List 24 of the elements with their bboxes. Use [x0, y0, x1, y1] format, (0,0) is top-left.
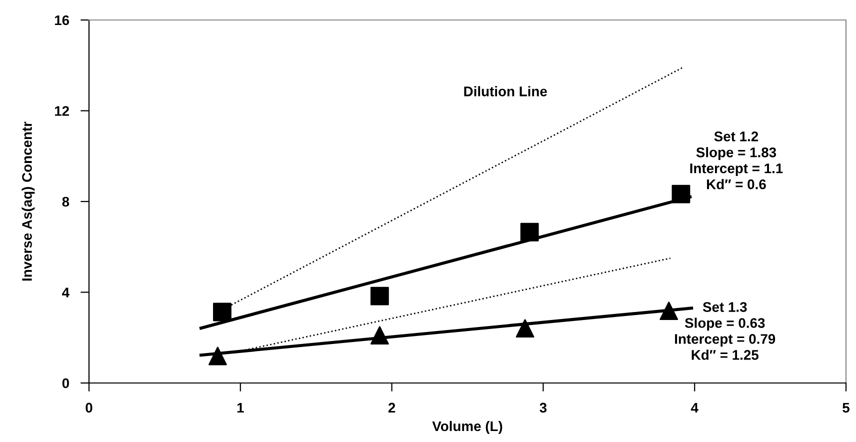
point: [672, 184, 690, 204]
annotation: Dilution Line: [464, 86, 547, 96]
x-tick-label: 3: [540, 402, 547, 413]
point: [516, 319, 534, 338]
annotation: Set 1.2 Slope = 1.83 Intercept = 1.1 Kd″ = 0.6: [690, 132, 783, 190]
y-tick-label: 12: [54, 106, 69, 116]
point: [213, 302, 232, 322]
y-tick-label: 4: [62, 288, 70, 298]
point: [208, 346, 227, 366]
x-tick-label: 2: [388, 402, 396, 413]
x-axis-title: Volume (L): [432, 420, 502, 434]
point: [370, 286, 389, 306]
point: [660, 302, 678, 320]
y-tick-label: 0: [62, 378, 69, 388]
y-tick-label: 16: [54, 15, 70, 26]
x-tick-label: 0: [86, 402, 92, 413]
y-axis-title: Inverse As(aq) Concentr: [22, 122, 35, 281]
y-tick-label: 8: [62, 196, 70, 207]
x-tick-label: 1: [237, 402, 244, 413]
x-tick-label: 5: [842, 402, 850, 413]
point: [520, 222, 539, 242]
point: [370, 326, 389, 345]
annotation: Set 1.3 Slope = 0.63 Intercept = 0.79 Kd″ = 1.25: [675, 302, 776, 360]
x-tick-label: 4: [690, 402, 698, 413]
